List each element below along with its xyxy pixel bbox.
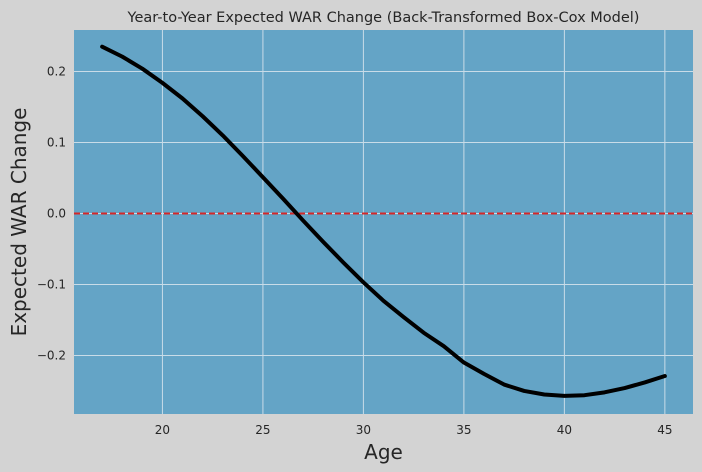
x-tick-label: 25 — [255, 423, 270, 437]
y-tick-label: −0.1 — [37, 277, 66, 291]
chart-title: Year-to-Year Expected WAR Change (Back-T… — [127, 10, 640, 26]
x-gridlines — [161, 30, 666, 414]
y-tick-label: 0.1 — [47, 136, 66, 150]
x-tick-label: 40 — [557, 423, 572, 437]
y-tick-labels: −0.2 −0.1 0.0 0.1 0.2 — [37, 65, 66, 363]
x-tick-labels: 20 25 30 35 40 45 — [155, 423, 673, 437]
y-tick-label: 0.2 — [47, 65, 66, 79]
x-tick-label: 20 — [155, 423, 170, 437]
x-axis-label: Age — [364, 440, 403, 464]
series-line — [100, 44, 667, 398]
y-tick-label: −0.2 — [37, 348, 66, 362]
y-axis-label: Expected WAR Change — [7, 108, 31, 337]
x-tick-label: 30 — [356, 423, 371, 437]
y-tick-label: 0.0 — [47, 206, 66, 220]
x-tick-label: 45 — [657, 423, 672, 437]
x-tick-label: 35 — [456, 423, 471, 437]
